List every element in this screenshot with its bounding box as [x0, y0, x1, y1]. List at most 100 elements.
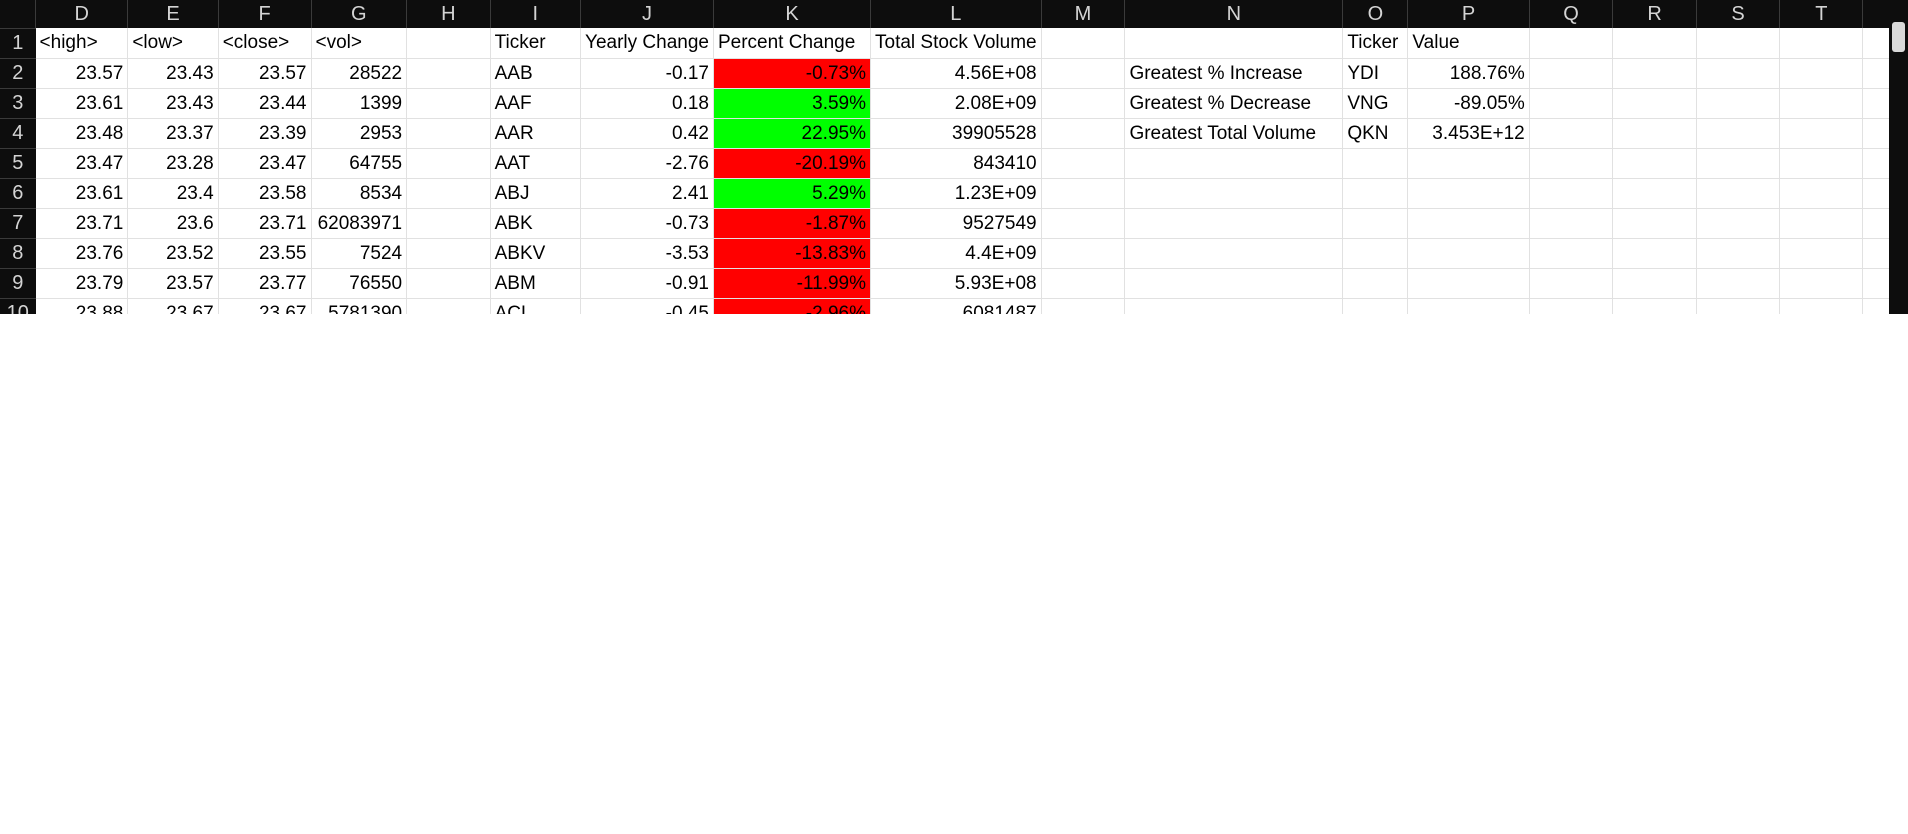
cell-k6[interactable]: 5.29%	[713, 178, 872, 209]
cell-m4[interactable]	[1041, 118, 1126, 149]
cell-d8[interactable]: 23.76	[35, 238, 129, 269]
cell-p1[interactable]: Value	[1407, 28, 1530, 59]
cell-t4[interactable]	[1779, 118, 1864, 149]
cell-h9[interactable]	[406, 268, 491, 299]
row-header[interactable]: 7	[0, 207, 36, 238]
row-header[interactable]: 8	[0, 237, 36, 268]
cell-k10[interactable]: -2.96%	[713, 298, 872, 314]
cell-e2[interactable]: 23.43	[127, 58, 219, 89]
cell-s6[interactable]	[1696, 178, 1781, 209]
cell-r10[interactable]	[1612, 298, 1697, 314]
cell-j2[interactable]: -0.17	[580, 58, 714, 89]
cell-i9[interactable]: ABM	[490, 268, 582, 299]
cell-d6[interactable]: 23.61	[35, 178, 129, 209]
cell-e8[interactable]: 23.52	[127, 238, 219, 269]
cell-n5[interactable]	[1124, 148, 1344, 179]
cell-r3[interactable]	[1612, 88, 1697, 119]
cell-l7[interactable]: 9527549	[870, 208, 1042, 239]
cell-g3[interactable]: 1399	[311, 88, 408, 119]
cell-g2[interactable]: 28522	[311, 58, 408, 89]
cell-p7[interactable]	[1407, 208, 1530, 239]
column-header-e[interactable]: E	[127, 0, 219, 28]
cell-n7[interactable]	[1124, 208, 1344, 239]
cell-t5[interactable]	[1779, 148, 1864, 179]
cell-q7[interactable]	[1529, 208, 1614, 239]
row-header[interactable]: 6	[0, 177, 36, 208]
cell-r6[interactable]	[1612, 178, 1697, 209]
cell-e9[interactable]: 23.57	[127, 268, 219, 299]
cell-i7[interactable]: ABK	[490, 208, 582, 239]
row-header[interactable]: 10	[0, 297, 36, 314]
cell-k4[interactable]: 22.95%	[713, 118, 872, 149]
row-header[interactable]: 4	[0, 117, 36, 148]
cell-m6[interactable]	[1041, 178, 1126, 209]
cell-j8[interactable]: -3.53	[580, 238, 714, 269]
column-header-i[interactable]: I	[490, 0, 582, 28]
cell-s3[interactable]	[1696, 88, 1781, 119]
cell-f8[interactable]: 23.55	[218, 238, 312, 269]
cell-h10[interactable]	[406, 298, 491, 314]
cell-n3[interactable]: Greatest % Decrease	[1124, 88, 1344, 119]
cell-e3[interactable]: 23.43	[127, 88, 219, 119]
cell-g8[interactable]: 7524	[311, 238, 408, 269]
column-header-p[interactable]: P	[1407, 0, 1530, 28]
cell-m5[interactable]	[1041, 148, 1126, 179]
column-header-q[interactable]: Q	[1529, 0, 1614, 28]
column-header-j[interactable]: J	[580, 0, 714, 28]
cell-g10[interactable]: 5781390	[311, 298, 408, 314]
cell-n2[interactable]: Greatest % Increase	[1124, 58, 1344, 89]
cell-f2[interactable]: 23.57	[218, 58, 312, 89]
cell-e1[interactable]: <low>	[127, 28, 219, 59]
cell-l4[interactable]: 39905528	[870, 118, 1042, 149]
cell-o7[interactable]	[1342, 208, 1409, 239]
cell-d4[interactable]: 23.48	[35, 118, 129, 149]
cell-j9[interactable]: -0.91	[580, 268, 714, 299]
cell-s2[interactable]	[1696, 58, 1781, 89]
cell-g9[interactable]: 76550	[311, 268, 408, 299]
row-header[interactable]: 2	[0, 57, 36, 88]
cell-r7[interactable]	[1612, 208, 1697, 239]
cell-h3[interactable]	[406, 88, 491, 119]
cell-n9[interactable]	[1124, 268, 1344, 299]
cell-p3[interactable]: -89.05%	[1407, 88, 1530, 119]
cell-k7[interactable]: -1.87%	[713, 208, 872, 239]
cell-l2[interactable]: 4.56E+08	[870, 58, 1042, 89]
column-header-r[interactable]: R	[1612, 0, 1697, 28]
cell-q6[interactable]	[1529, 178, 1614, 209]
cell-s8[interactable]	[1696, 238, 1781, 269]
column-header-n[interactable]: N	[1124, 0, 1344, 28]
cell-t10[interactable]	[1779, 298, 1864, 314]
cell-k2[interactable]: -0.73%	[713, 58, 872, 89]
cell-d1[interactable]: <high>	[35, 28, 129, 59]
cell-o6[interactable]	[1342, 178, 1409, 209]
cell-q4[interactable]	[1529, 118, 1614, 149]
cell-r1[interactable]	[1612, 28, 1697, 59]
column-header-t[interactable]: T	[1779, 0, 1864, 28]
cell-k8[interactable]: -13.83%	[713, 238, 872, 269]
cell-d5[interactable]: 23.47	[35, 148, 129, 179]
cell-i3[interactable]: AAF	[490, 88, 582, 119]
cell-g6[interactable]: 8534	[311, 178, 408, 209]
cell-g7[interactable]: 62083971	[311, 208, 408, 239]
column-header-d[interactable]: D	[35, 0, 129, 28]
cell-j1[interactable]: Yearly Change	[580, 28, 714, 59]
cell-f10[interactable]: 23.67	[218, 298, 312, 314]
cell-i8[interactable]: ABKV	[490, 238, 582, 269]
vertical-scrollbar[interactable]	[1889, 0, 1908, 314]
cell-s10[interactable]	[1696, 298, 1781, 314]
cell-p4[interactable]: 3.453E+12	[1407, 118, 1530, 149]
cell-q2[interactable]	[1529, 58, 1614, 89]
cell-l1[interactable]: Total Stock Volume	[870, 28, 1042, 59]
cell-e10[interactable]: 23.67	[127, 298, 219, 314]
cell-s9[interactable]	[1696, 268, 1781, 299]
cell-j4[interactable]: 0.42	[580, 118, 714, 149]
cell-d10[interactable]: 23.88	[35, 298, 129, 314]
cell-d2[interactable]: 23.57	[35, 58, 129, 89]
cell-f6[interactable]: 23.58	[218, 178, 312, 209]
cell-h7[interactable]	[406, 208, 491, 239]
cell-t3[interactable]	[1779, 88, 1864, 119]
cell-m8[interactable]	[1041, 238, 1126, 269]
cell-r2[interactable]	[1612, 58, 1697, 89]
